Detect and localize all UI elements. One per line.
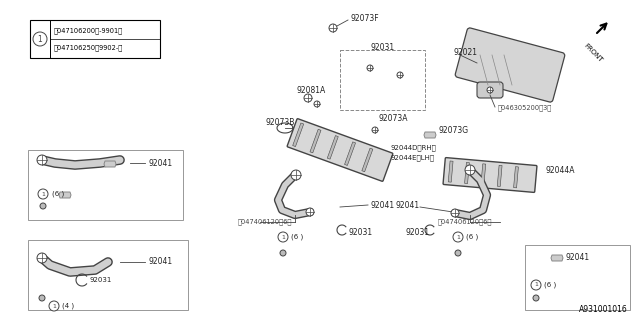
Text: 1: 1 (41, 191, 45, 196)
Circle shape (304, 94, 312, 102)
FancyBboxPatch shape (513, 167, 518, 188)
FancyBboxPatch shape (481, 164, 486, 185)
Text: Ⓢ047106200（-9901）: Ⓢ047106200（-9901） (54, 27, 123, 34)
Text: 92031: 92031 (405, 228, 429, 236)
Bar (340, 50, 425, 110)
Text: Ⓢ046305200（3）: Ⓢ046305200（3） (498, 105, 552, 111)
Text: Ⓢ047406120（6）: Ⓢ047406120（6） (238, 219, 292, 225)
FancyBboxPatch shape (292, 123, 304, 147)
Text: Ⓢ047106250（9902-）: Ⓢ047106250（9902-） (54, 44, 124, 51)
Circle shape (37, 253, 47, 263)
Text: 92041: 92041 (148, 158, 172, 167)
FancyBboxPatch shape (455, 28, 564, 102)
Circle shape (531, 280, 541, 290)
Text: A931001016: A931001016 (579, 305, 628, 314)
Circle shape (372, 127, 378, 133)
Circle shape (367, 65, 373, 71)
Polygon shape (104, 161, 116, 167)
Circle shape (39, 295, 45, 301)
Text: (6 ): (6 ) (291, 234, 303, 240)
Text: (4 ): (4 ) (62, 303, 74, 309)
FancyBboxPatch shape (448, 161, 453, 182)
FancyBboxPatch shape (362, 148, 373, 172)
Circle shape (40, 203, 46, 209)
Text: 92044D〈RH〉: 92044D〈RH〉 (390, 145, 436, 151)
FancyBboxPatch shape (465, 162, 469, 184)
Circle shape (38, 189, 48, 199)
Circle shape (49, 301, 59, 311)
Text: 92031: 92031 (370, 43, 394, 52)
FancyBboxPatch shape (497, 165, 502, 187)
Circle shape (533, 295, 539, 301)
Bar (525, 245, 630, 310)
FancyBboxPatch shape (287, 119, 393, 181)
Bar (30, 20, 160, 58)
Text: 92021: 92021 (453, 47, 477, 57)
Polygon shape (59, 192, 71, 198)
Text: 1: 1 (281, 235, 285, 239)
FancyBboxPatch shape (477, 82, 503, 98)
Text: 92041: 92041 (395, 201, 419, 210)
Text: 92081A: 92081A (296, 85, 325, 94)
Text: (6 ): (6 ) (52, 191, 64, 197)
Bar (28, 150, 183, 220)
Circle shape (397, 72, 403, 78)
Text: 92041: 92041 (370, 201, 394, 210)
Text: FRONT: FRONT (582, 42, 604, 63)
Text: 1: 1 (38, 35, 42, 44)
Text: 92073F: 92073F (350, 13, 379, 22)
Text: 92041: 92041 (565, 253, 589, 262)
Text: 92031: 92031 (89, 277, 111, 283)
FancyBboxPatch shape (344, 142, 356, 165)
Circle shape (487, 87, 493, 93)
Circle shape (278, 232, 288, 242)
Text: 1: 1 (52, 303, 56, 308)
Text: 92073A: 92073A (378, 114, 408, 123)
Bar (28, 240, 188, 310)
Circle shape (465, 165, 475, 175)
Circle shape (314, 101, 320, 107)
FancyBboxPatch shape (310, 129, 321, 153)
Polygon shape (551, 255, 563, 261)
Circle shape (453, 232, 463, 242)
Circle shape (33, 32, 47, 46)
Text: 92073B: 92073B (265, 117, 294, 126)
Text: 92044E〈LH〉: 92044E〈LH〉 (390, 155, 434, 161)
Text: 1: 1 (534, 283, 538, 287)
Circle shape (306, 208, 314, 216)
Text: Ⓢ047406120（6）: Ⓢ047406120（6） (438, 219, 492, 225)
Text: 92073G: 92073G (438, 125, 468, 134)
FancyBboxPatch shape (327, 136, 339, 159)
FancyBboxPatch shape (443, 158, 537, 192)
Circle shape (455, 250, 461, 256)
Text: 92041: 92041 (148, 258, 172, 267)
Text: 92044A: 92044A (545, 165, 575, 174)
Text: 1: 1 (456, 235, 460, 239)
Circle shape (280, 250, 286, 256)
Polygon shape (424, 132, 436, 138)
Circle shape (329, 24, 337, 32)
Circle shape (451, 209, 459, 217)
Text: (6 ): (6 ) (466, 234, 478, 240)
Text: 92031: 92031 (348, 228, 372, 236)
Circle shape (37, 155, 47, 165)
Text: (6 ): (6 ) (544, 282, 556, 288)
Circle shape (291, 170, 301, 180)
